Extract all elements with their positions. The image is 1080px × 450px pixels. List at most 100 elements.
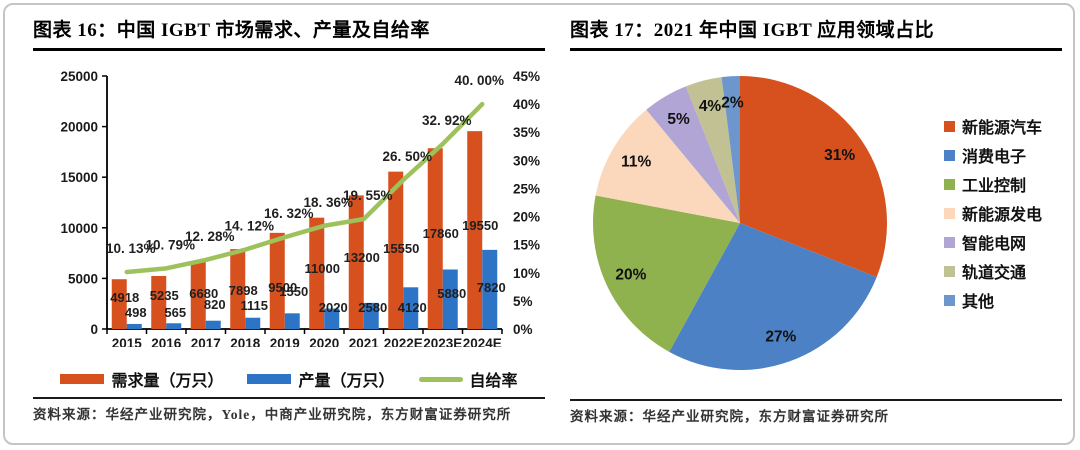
y-axis-right-label: 35%	[513, 125, 540, 140]
y-axis-right-label: 25%	[513, 181, 540, 196]
x-axis-label: 2017	[191, 336, 221, 347]
y-axis-right-label: 45%	[513, 69, 540, 84]
pie-slice-label-消费电子: 27%	[765, 328, 796, 345]
pie-legend-item-轨道交通: 轨道交通	[944, 262, 1042, 282]
pie-slice-新能源发电	[595, 109, 740, 223]
demand-value-label: 17860	[423, 226, 459, 241]
production-value-label: 2580	[358, 300, 387, 315]
production-bar-2019	[284, 313, 300, 329]
demand-value-label: 9500	[268, 280, 297, 295]
x-axis-label: 2022E	[384, 336, 423, 347]
rate-value-label: 10. 79%	[145, 237, 195, 252]
pie-legend-item-智能电网: 智能电网	[944, 233, 1042, 253]
pie-legend-swatch	[944, 294, 955, 306]
panel-figure-17: 图表 17：2021 年中国 IGBT 应用领域占比 31% 27% 20% 11% 5…	[570, 19, 1062, 439]
pie-slice-其他	[721, 76, 740, 223]
y-axis-right-label: 15%	[513, 238, 540, 253]
demand-value-label: 4918	[110, 290, 139, 305]
rate-value-label: 14. 12%	[224, 219, 274, 234]
y-axis-left-label: 25000	[60, 69, 98, 84]
rate-value-label: 32. 92%	[422, 113, 472, 128]
x-axis-label: 2020	[309, 336, 339, 347]
y-axis-left-label: 0	[90, 322, 98, 337]
figure-17-source: 资料来源：华经产业研究院，东方财富证券研究所	[570, 399, 1062, 427]
figure-17-title: 图表 17：2021 年中国 IGBT 应用领域占比	[570, 19, 1062, 51]
y-axis-right-label: 30%	[513, 153, 540, 168]
pie-legend-label: 新能源发电	[962, 207, 1043, 224]
demand-bar-2018	[230, 249, 246, 329]
demand-value-label: 19550	[462, 218, 498, 233]
demand-bar-2022E	[388, 171, 404, 329]
pie-legend-swatch	[944, 207, 955, 219]
production-bar-2017	[205, 320, 221, 329]
production-value-label: 820	[204, 297, 226, 312]
y-axis-right-label: 40%	[513, 97, 540, 112]
pie-chart-svg: 31% 27% 20% 11% 5% 4% 2%	[593, 76, 887, 370]
igbt-application-pie-chart: 31% 27% 20% 11% 5% 4% 2% 新能源汽车 消费电子 工业控制 新能源发电 智能电…	[570, 63, 1062, 375]
y-axis-right-label: 5%	[513, 294, 533, 309]
rate-value-label: 12. 28%	[185, 229, 235, 244]
demand-value-label: 6680	[189, 286, 218, 301]
production-legend-label: 产量（万只）	[298, 373, 395, 390]
x-axis-label: 2024E	[463, 336, 502, 347]
panel-figure-16: 图表 16：中国 IGBT 市场需求、产量及自给率 0 5000 10000 1500…	[33, 19, 545, 439]
self-rate-legend-label: 自给率	[469, 373, 518, 390]
combo-chart-svg: 0 5000 10000 15000 20000 25000 0% 5% 10% 15% 20% 25…	[60, 69, 540, 351]
production-bar-2018	[245, 317, 261, 329]
rate-value-label: 18. 36%	[303, 195, 353, 210]
production-value-label: 498	[125, 305, 147, 320]
pie-legend-label: 其他	[962, 294, 995, 311]
pie-legend-swatch	[944, 149, 955, 161]
pie-legend-item-消费电子: 消费电子	[944, 146, 1042, 166]
pie-slice-label-智能电网: 5%	[667, 111, 690, 128]
x-axis-label: 2016	[151, 336, 182, 347]
production-bar-2021	[363, 302, 379, 329]
pie-legend-label: 新能源汽车	[962, 120, 1043, 137]
self-sufficiency-line	[124, 101, 485, 275]
self-rate-swatch	[418, 376, 463, 382]
demand-value-label: 11000	[305, 261, 340, 276]
y-axis-left-label: 15000	[60, 170, 98, 185]
legend-item-self-rate: 自给率	[418, 367, 518, 391]
rate-value-label: 40. 00%	[454, 73, 504, 88]
production-bar-2023E	[442, 269, 458, 329]
demand-bar-2020	[309, 217, 325, 329]
production-bar-2015	[126, 323, 142, 329]
pie-slice-label-新能源发电: 11%	[621, 154, 651, 171]
demand-swatch	[60, 374, 105, 384]
production-bar-2022E	[403, 287, 419, 329]
rate-value-label: 19. 55%	[343, 188, 393, 203]
y-axis-right-label: 20%	[513, 210, 540, 225]
production-value-label: 1115	[241, 298, 269, 313]
pie-slice-label-新能源汽车: 31%	[824, 147, 855, 164]
pie-legend-swatch	[944, 178, 955, 190]
x-axis-label: 2021	[349, 336, 380, 347]
pie-slice-轨道交通	[685, 77, 740, 223]
demand-value-label: 5235	[150, 288, 179, 303]
production-value-label: 4120	[398, 300, 427, 315]
pie-legend-swatch	[944, 120, 955, 132]
pie-legend-item-其他: 其他	[944, 291, 1042, 311]
pie-legend-item-工业控制: 工业控制	[944, 175, 1042, 195]
demand-bar-2015	[111, 279, 127, 329]
figure-16-source: 资料来源：华经产业研究院，Yole，中商产业研究院，东方财富证券研究所	[33, 397, 545, 425]
rate-value-label: 16. 32%	[264, 206, 314, 221]
legend-item-production: 产量（万只）	[247, 367, 395, 391]
combo-chart-legend: 需求量（万只） 产量（万只） 自给率	[33, 367, 545, 391]
pie-legend-label: 智能电网	[962, 236, 1027, 253]
demand-bar-2023E	[427, 148, 443, 329]
y-axis-left-label: 10000	[60, 221, 98, 236]
y-axis-right-label: 10%	[513, 266, 540, 281]
rate-value-label: 26. 50%	[382, 149, 432, 164]
production-bar-2016	[166, 323, 182, 329]
y-axis-left-label: 20000	[60, 120, 98, 135]
pie-legend-label: 工业控制	[962, 178, 1027, 195]
pie-legend-label: 消费电子	[962, 149, 1027, 166]
demand-value-label: 15550	[383, 241, 419, 256]
production-value-label: 7820	[477, 280, 506, 295]
x-axis-label: 2019	[270, 336, 300, 347]
demand-value-label: 13200	[344, 250, 380, 265]
y-axis-right-label: 0%	[513, 322, 533, 337]
pie-slice-label-其他: 2%	[721, 95, 744, 112]
report-figure-card: 图表 16：中国 IGBT 市场需求、产量及自给率 0 5000 10000 1500…	[3, 3, 1075, 445]
